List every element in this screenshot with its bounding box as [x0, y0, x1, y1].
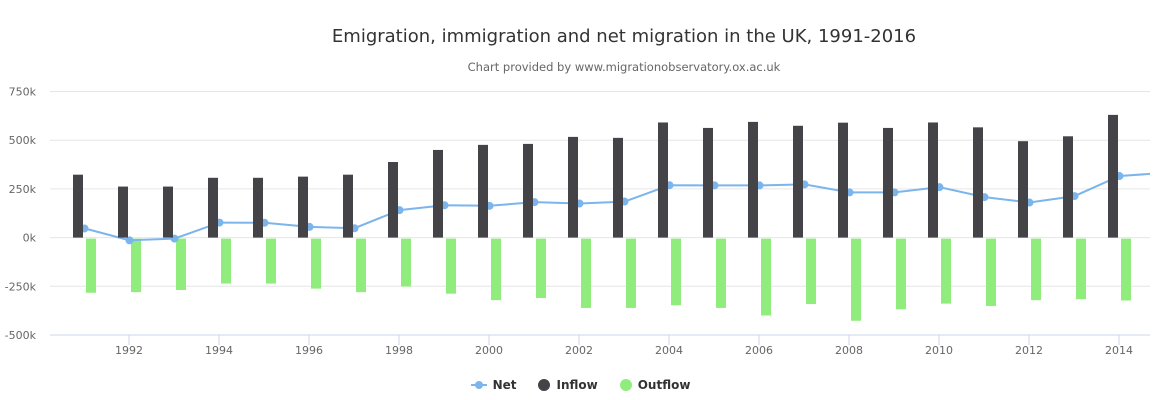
- outflow-bar: [896, 238, 906, 310]
- inflow-bar: [478, 144, 488, 238]
- legend: Net Inflow Outflow: [0, 378, 1161, 392]
- legend-label-outflow: Outflow: [637, 378, 691, 392]
- inflow-bar: [208, 177, 218, 238]
- inflow-legend-icon: [538, 379, 551, 391]
- legend-item-inflow[interactable]: Inflow: [538, 378, 598, 392]
- y-tick-label: -250k: [5, 280, 37, 293]
- outflow-bar: [266, 238, 276, 284]
- inflow-bar: [613, 137, 623, 238]
- inflow-bar: [343, 174, 353, 238]
- y-tick-label: 0k: [23, 232, 37, 245]
- outflow-bar: [1031, 238, 1041, 301]
- inflow-bar: [928, 122, 938, 238]
- x-tick-label: 2008: [835, 344, 863, 357]
- outflow-bar: [1121, 238, 1131, 301]
- x-tick-label: 2000: [475, 344, 503, 357]
- outflow-bar: [761, 238, 771, 316]
- inflow-bar: [1108, 114, 1118, 238]
- inflow-bar: [118, 186, 128, 238]
- y-axis: -500k -250k 0k 250k 500k 750k: [5, 86, 37, 343]
- inflow-bar: [433, 149, 443, 238]
- grid-lines: [50, 91, 1150, 336]
- legend-label-net: Net: [492, 378, 517, 392]
- outflow-bar: [86, 238, 96, 293]
- x-tick-label: 2012: [1015, 344, 1043, 357]
- chart-title: Emigration, immigration and net migratio…: [331, 26, 917, 47]
- inflow-bar: [703, 127, 713, 238]
- outflow-bar: [716, 238, 726, 308]
- inflow-bar: [748, 121, 758, 238]
- outflow-bar: [311, 238, 321, 289]
- outflow-series: [86, 238, 1131, 321]
- inflow-series: [73, 114, 1118, 238]
- outflow-bar: [491, 238, 501, 301]
- inflow-bar: [298, 176, 308, 238]
- x-tick-label: 1998: [385, 344, 413, 357]
- outflow-bar: [356, 238, 366, 293]
- outflow-bar: [806, 238, 816, 305]
- y-tick-label: 250k: [9, 183, 37, 196]
- net-legend-icon: [470, 381, 487, 389]
- outflow-bar: [536, 238, 546, 298]
- legend-item-net[interactable]: Net: [470, 378, 517, 392]
- x-tick-label: 2002: [565, 344, 593, 357]
- inflow-bar: [658, 122, 668, 238]
- chart-subtitle: Chart provided by www.migrationobservato…: [467, 60, 781, 74]
- outflow-bar: [446, 238, 456, 294]
- inflow-bar: [568, 136, 578, 238]
- net-point: [125, 236, 134, 245]
- x-tick-label: 2014: [1105, 344, 1133, 357]
- plot-area: [73, 114, 1150, 321]
- outflow-bar: [1076, 238, 1086, 300]
- y-tick-label: -500k: [5, 329, 37, 342]
- outflow-bar: [176, 238, 186, 291]
- y-tick-label: 750k: [9, 86, 37, 99]
- outflow-bar: [671, 238, 681, 306]
- inflow-bar: [388, 162, 398, 238]
- inflow-bar: [1063, 136, 1073, 238]
- outflow-bar: [941, 238, 951, 304]
- inflow-bar: [883, 127, 893, 238]
- outflow-bar: [221, 238, 231, 284]
- inflow-bar: [163, 186, 173, 238]
- x-tick-label: 2004: [655, 344, 683, 357]
- x-tick-label: 2006: [745, 344, 773, 357]
- y-tick-label: 500k: [9, 134, 37, 147]
- inflow-bar: [1018, 141, 1028, 238]
- x-axis: 1992 1994 1996 1998 2000 2002 2004 2006 2008 2010…: [115, 335, 1133, 357]
- outflow-legend-icon: [619, 379, 632, 391]
- x-tick-label: 1996: [295, 344, 323, 357]
- x-tick-label: 2010: [925, 344, 953, 357]
- x-tick-label: 1994: [205, 344, 233, 357]
- inflow-bar: [793, 125, 803, 238]
- outflow-bar: [401, 238, 411, 287]
- outflow-bar: [131, 238, 141, 293]
- legend-label-inflow: Inflow: [556, 378, 598, 392]
- inflow-bar: [973, 127, 983, 238]
- x-tick-label: 1992: [115, 344, 143, 357]
- inflow-bar: [73, 174, 83, 238]
- outflow-bar: [581, 238, 591, 308]
- outflow-bar: [986, 238, 996, 306]
- outflow-bar: [626, 238, 636, 308]
- inflow-bar: [253, 177, 263, 238]
- legend-item-outflow[interactable]: Outflow: [619, 378, 691, 392]
- outflow-bar: [851, 238, 861, 321]
- inflow-bar: [838, 122, 848, 238]
- inflow-bar: [523, 143, 533, 238]
